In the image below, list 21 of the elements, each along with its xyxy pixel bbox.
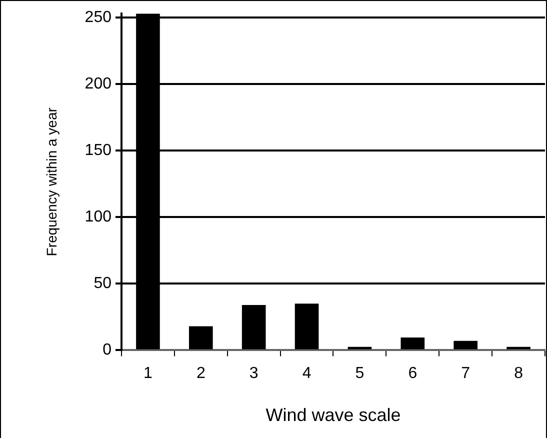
y-tick-label: 50 xyxy=(94,275,112,292)
y-tick-label: 150 xyxy=(84,142,112,160)
y-tick-label: 250 xyxy=(84,9,112,26)
y-tick-label: 0 xyxy=(102,342,112,359)
bar xyxy=(454,340,478,350)
bar xyxy=(400,338,425,350)
x-tick-label: 2 xyxy=(196,365,206,382)
x-axis-title: Wind wave scale xyxy=(266,405,401,426)
x-tick-label: 5 xyxy=(355,365,364,382)
y-tick-label: 100 xyxy=(84,208,112,226)
x-tick-label: 7 xyxy=(461,365,470,382)
x-tick-label: 4 xyxy=(302,365,312,382)
x-tick-label: 3 xyxy=(249,365,258,382)
y-axis-title: Frequency within a year xyxy=(43,107,60,256)
bar xyxy=(294,304,319,350)
x-tick-label: 6 xyxy=(408,365,418,382)
x-tick-label: 1 xyxy=(144,365,153,382)
bar xyxy=(188,326,213,350)
x-tick-label: 8 xyxy=(514,365,524,382)
bar xyxy=(242,304,266,350)
y-tick-label: 200 xyxy=(84,76,112,93)
